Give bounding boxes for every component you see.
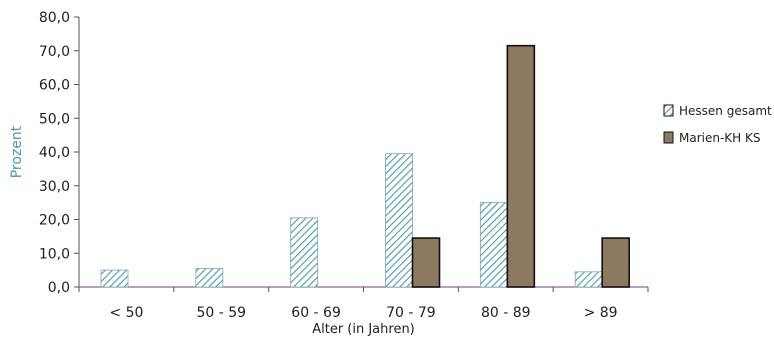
bar-hessen-gesamt — [574, 271, 603, 288]
y-tick-label: 0,0 — [48, 280, 70, 296]
x-tick-label: < 50 — [109, 305, 143, 321]
bar-hessen-gesamt — [290, 217, 319, 288]
legend-swatch — [663, 131, 674, 144]
bar-marien-kh-ks — [411, 237, 441, 288]
bar-hessen-gesamt — [100, 269, 129, 288]
x-tick-label: 70 - 79 — [386, 305, 436, 321]
x-axis-title: Alter (in Jahren) — [312, 322, 415, 337]
y-tick-label: 70,0 — [39, 44, 70, 60]
y-tick-label: 10,0 — [39, 246, 70, 262]
y-tick-label: 80,0 — [39, 10, 70, 26]
bar-hessen-gesamt — [479, 202, 508, 288]
bar-hessen-gesamt — [385, 153, 413, 288]
legend-swatch — [663, 104, 674, 117]
legend-label: Marien-KH KS — [679, 131, 761, 145]
bar-hessen-gesamt — [195, 268, 224, 288]
bar-marien-kh-ks — [506, 44, 536, 288]
x-tick-label: 60 - 69 — [291, 305, 341, 321]
y-axis-title: Prozent — [9, 125, 25, 178]
y-tick-label: 20,0 — [39, 213, 70, 229]
y-tick-label: 30,0 — [39, 179, 70, 195]
x-tick-label: > 89 — [584, 305, 618, 321]
y-tick-label: 40,0 — [39, 145, 70, 161]
x-tick-label: 80 - 89 — [481, 305, 531, 321]
bar-marien-kh-ks — [601, 237, 630, 288]
x-tick-label: 50 - 59 — [196, 305, 246, 321]
legend-label: Hessen gesamt — [679, 104, 772, 118]
y-tick-label: 50,0 — [39, 111, 70, 127]
y-tick-label: 60,0 — [39, 78, 70, 94]
